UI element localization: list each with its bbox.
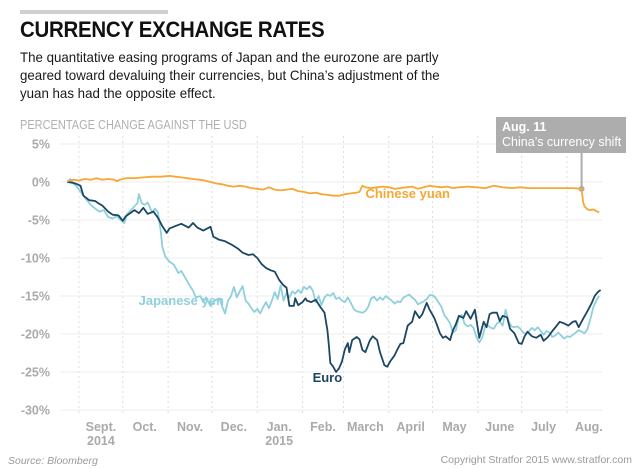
y-tick-label: 5%	[32, 138, 50, 152]
x-tick-label: Dec.	[221, 420, 247, 434]
series-line-euro	[67, 181, 602, 373]
y-tick-label: -5%	[28, 214, 50, 228]
annotation-date: Aug. 11	[502, 120, 547, 134]
x-tick-label: March	[347, 420, 384, 434]
x-tick-label: Nov.	[177, 420, 203, 434]
y-tick-label: -25%	[21, 366, 50, 380]
annotation-marker	[578, 153, 585, 192]
y-tick-label: 0%	[32, 176, 50, 190]
y-tick-label: -15%	[21, 290, 50, 304]
x-tick-year-label: 2014	[87, 434, 115, 448]
series-line-japanese-yen	[66, 178, 600, 344]
x-tick-label: Oct.	[133, 420, 157, 434]
y-tick-labels: 5% 0% -5% -10% -15% -20% -25% -30%	[21, 138, 50, 418]
annotation-box: Aug. 11 China’s currency shift	[496, 117, 626, 153]
x-tick-label: Sept.	[86, 420, 117, 434]
source-note: Source: Bloomberg	[8, 455, 98, 467]
series-label-euro: Euro	[313, 370, 343, 385]
series-lines	[66, 175, 602, 373]
title-accent-bar	[20, 10, 168, 14]
series-label-chinese-yuan: Chinese yuan	[365, 186, 450, 201]
copyright-note: Copyright Stratfor 2015 www.stratfor.com	[440, 454, 632, 466]
y-axis-title: PERCENTAGE CHANGE AGAINST THE USD	[20, 118, 247, 132]
y-tick-label: -30%	[21, 404, 50, 418]
x-tick-label: Aug.	[575, 420, 603, 434]
x-tick-label: Feb.	[310, 420, 336, 434]
series-label-japanese-yen: Japanese yen	[139, 293, 224, 308]
x-tick-label: May	[442, 420, 466, 434]
y-tick-label: -10%	[21, 252, 50, 266]
x-tick-labels: Sept.2014 Oct. Nov. Dec. Jan.2015 Feb. March Ap…	[86, 420, 603, 448]
chart-title: CURRENCY EXCHANGE RATES	[20, 17, 325, 42]
series-line-chinese-yuan	[67, 175, 600, 214]
x-tick-label: April	[396, 420, 424, 434]
gridlines	[60, 136, 602, 414]
y-tick-label: -20%	[21, 328, 50, 342]
x-tick-year-label: 2015	[265, 434, 293, 448]
series-labels: Japanese yen Euro Chinese yuan	[139, 186, 450, 385]
x-tick-label: June	[485, 420, 514, 434]
x-tick-label: Jan.	[267, 420, 292, 434]
x-tick-label: July	[531, 420, 556, 434]
chart-subtitle: The quantitative easing programs of Japa…	[20, 49, 440, 101]
annotation-text: China’s currency shift	[502, 135, 622, 149]
